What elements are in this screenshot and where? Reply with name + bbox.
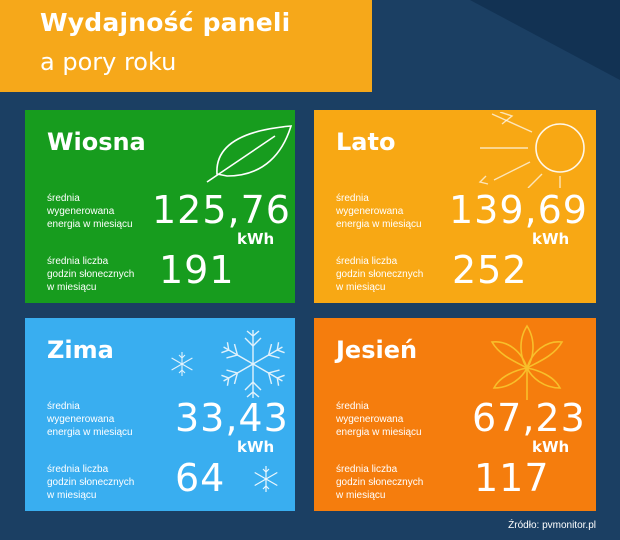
energy-label-line-3: energia w miesiącu — [47, 427, 133, 438]
energy-label: średnia wygenerowana energia w miesiącu — [336, 192, 456, 231]
hours-value: 117 — [474, 456, 550, 500]
energy-label: średnia wygenerowana energia w miesiącu — [336, 400, 456, 439]
hours-label-line-3: w miesiącu — [336, 282, 386, 293]
hours-label: średnia liczba godzin słonecznych w mies… — [336, 255, 456, 294]
energy-label-line-1: średnia — [47, 193, 80, 204]
hours-label-line-2: godzin słonecznych — [47, 477, 135, 488]
season-title: Wiosna — [47, 128, 146, 156]
hours-label-line-3: w miesiącu — [47, 490, 97, 501]
hours-value: 191 — [159, 248, 235, 292]
energy-label-line-3: energia w miesiącu — [336, 427, 422, 438]
hours-label-line-1: średnia liczba — [336, 464, 398, 475]
season-title: Zima — [47, 336, 114, 364]
hours-label: średnia liczba godzin słonecznych w mies… — [47, 255, 167, 294]
energy-value: 139,69 — [449, 188, 588, 232]
page-title: Wydajność paneli — [40, 8, 291, 37]
hours-label-line-1: średnia liczba — [336, 256, 398, 267]
energy-unit: kWh — [532, 230, 570, 248]
hours-value: 252 — [452, 248, 528, 292]
energy-label-line-3: energia w miesiącu — [336, 219, 422, 230]
hours-label-line-3: w miesiącu — [336, 490, 386, 501]
leaf-icon — [206, 125, 293, 183]
card-autumn: Jesień średnia wygenerowana energia w mi… — [314, 318, 596, 511]
energy-label-line-2: wygenerowana — [336, 414, 404, 425]
season-title: Lato — [336, 128, 396, 156]
energy-value: 67,23 — [472, 396, 586, 440]
hours-value: 64 — [175, 456, 226, 500]
small-snowflake-icon — [171, 352, 193, 376]
bottom-snowflake-icon — [254, 466, 278, 492]
snowflake-icon — [221, 330, 285, 398]
source-credit: Źródło: pvmonitor.pl — [508, 520, 596, 531]
energy-label-line-1: średnia — [336, 401, 369, 412]
hours-label-line-3: w miesiącu — [47, 282, 97, 293]
chestnut-leaf-icon — [490, 324, 564, 400]
card-spring: Wiosna średnia wygenerowana energia w mi… — [25, 110, 295, 303]
energy-label-line-1: średnia — [47, 401, 80, 412]
hours-label-line-2: godzin słonecznych — [336, 477, 424, 488]
hours-label-line-1: średnia liczba — [47, 256, 109, 267]
energy-label-line-3: energia w miesiącu — [47, 219, 133, 230]
energy-label-line-1: średnia — [336, 193, 369, 204]
energy-label-line-2: wygenerowana — [47, 206, 115, 217]
energy-value: 125,76 — [152, 188, 291, 232]
season-title: Jesień — [336, 336, 418, 364]
energy-label: średnia wygenerowana energia w miesiącu — [47, 192, 167, 231]
hours-label-line-1: średnia liczba — [47, 464, 109, 475]
energy-unit: kWh — [532, 438, 570, 456]
hours-label: średnia liczba godzin słonecznych w mies… — [47, 463, 167, 502]
energy-label: średnia wygenerowana energia w miesiącu — [47, 400, 167, 439]
sun-icon — [478, 112, 585, 188]
energy-unit: kWh — [237, 230, 275, 248]
card-summer: Lato średnia wygenerowana energia w mies… — [314, 110, 596, 303]
card-winter: Zima średnia wygenerowana energia w mies… — [25, 318, 295, 511]
energy-label-line-2: wygenerowana — [336, 206, 404, 217]
hours-label-line-2: godzin słonecznych — [336, 269, 424, 280]
energy-value: 33,43 — [175, 396, 289, 440]
energy-label-line-2: wygenerowana — [47, 414, 115, 425]
page-subtitle: a pory roku — [40, 48, 177, 76]
hours-label-line-2: godzin słonecznych — [47, 269, 135, 280]
energy-unit: kWh — [237, 438, 275, 456]
header-band — [0, 0, 412, 92]
hours-label: średnia liczba godzin słonecznych w mies… — [336, 463, 456, 502]
